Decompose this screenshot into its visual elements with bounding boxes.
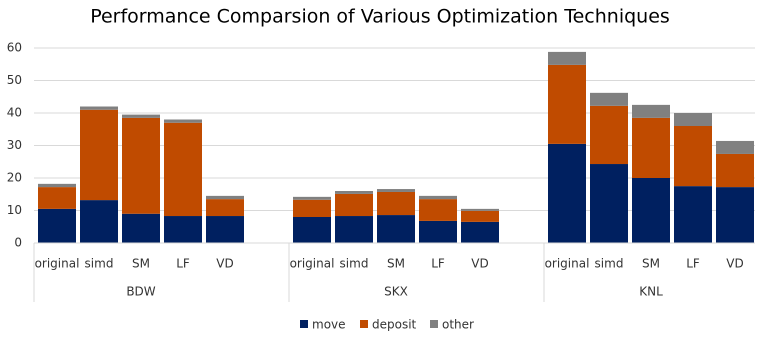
bar-segment (293, 196, 331, 200)
group-label: SKX (384, 285, 408, 299)
bar-segment (461, 208, 499, 211)
x-tick-label: LF (176, 257, 190, 271)
x-tick-label: SM (387, 257, 405, 271)
bar-segment (548, 51, 586, 65)
bar-segment (590, 105, 628, 165)
x-tick-label: VD (726, 257, 743, 271)
bar-segment (419, 220, 457, 243)
chart-title: Performance Comparsion of Various Optimi… (90, 6, 670, 28)
bar-segment (632, 117, 670, 178)
bar-segment (461, 210, 499, 222)
y-tick-label: 50 (7, 73, 22, 87)
bar-segment (674, 113, 712, 126)
x-tick-label: original (35, 257, 80, 271)
x-tick-label: LF (431, 257, 445, 271)
bar-segment (206, 216, 244, 243)
x-tick-label: SM (132, 257, 150, 271)
x-tick-label: simd (340, 257, 369, 271)
y-tick-label: 60 (7, 41, 22, 55)
bar-segment (335, 216, 373, 243)
bar-segment (335, 191, 373, 194)
bar-segment (164, 122, 202, 217)
bar-segment (548, 143, 586, 243)
bar-segment (419, 195, 457, 200)
bar-segment (632, 178, 670, 243)
bar-segment (716, 153, 754, 188)
bar-segment (419, 199, 457, 221)
bar-segment (377, 191, 415, 216)
y-tick-label: 10 (7, 203, 22, 217)
bar-segment (632, 104, 670, 118)
y-tick-label: 30 (7, 138, 22, 152)
x-tick-label: original (545, 257, 590, 271)
bar-segment (548, 64, 586, 144)
bar-segment (206, 199, 244, 217)
group-label: BDW (126, 285, 155, 299)
x-tick-label: VD (471, 257, 488, 271)
bar-segment (716, 140, 754, 154)
bar-segment (38, 187, 76, 209)
bar-segment (164, 216, 202, 243)
bar-segment (122, 114, 160, 118)
bar-segment (122, 117, 160, 214)
bar-segment (293, 217, 331, 243)
bar-segment (590, 164, 628, 243)
bar-segment (674, 126, 712, 187)
bar-segment (590, 92, 628, 106)
legend-swatch (300, 320, 308, 328)
bar-segment (377, 189, 415, 192)
x-tick-label: LF (686, 257, 700, 271)
x-tick-label: original (290, 257, 335, 271)
legend-label: move (312, 318, 346, 332)
bar-segment (122, 213, 160, 243)
bar-segment (674, 186, 712, 243)
x-tick-label: VD (216, 257, 233, 271)
bar-segment (716, 187, 754, 243)
x-tick-label: simd (595, 257, 624, 271)
bar-segment (80, 106, 118, 110)
y-tick-label: 0 (14, 236, 22, 250)
x-tick-label: simd (85, 257, 114, 271)
y-tick-label: 20 (7, 171, 22, 185)
legend-label: deposit (372, 318, 417, 332)
bar-segment (38, 208, 76, 243)
legend-swatch (360, 320, 368, 328)
legend-label: other (442, 318, 474, 332)
bar-segment (335, 193, 373, 217)
bar-segment (80, 109, 118, 201)
bar-segment (293, 199, 331, 217)
bar-segment (38, 183, 76, 188)
y-tick-label: 40 (7, 106, 22, 120)
bar-segment (80, 200, 118, 243)
bar-segment (461, 221, 499, 243)
bar-segment (377, 215, 415, 243)
group-label: KNL (639, 285, 663, 299)
x-tick-label: SM (642, 257, 660, 271)
bar-segment (206, 195, 244, 200)
bar-segment (164, 119, 202, 123)
legend-swatch (430, 320, 438, 328)
